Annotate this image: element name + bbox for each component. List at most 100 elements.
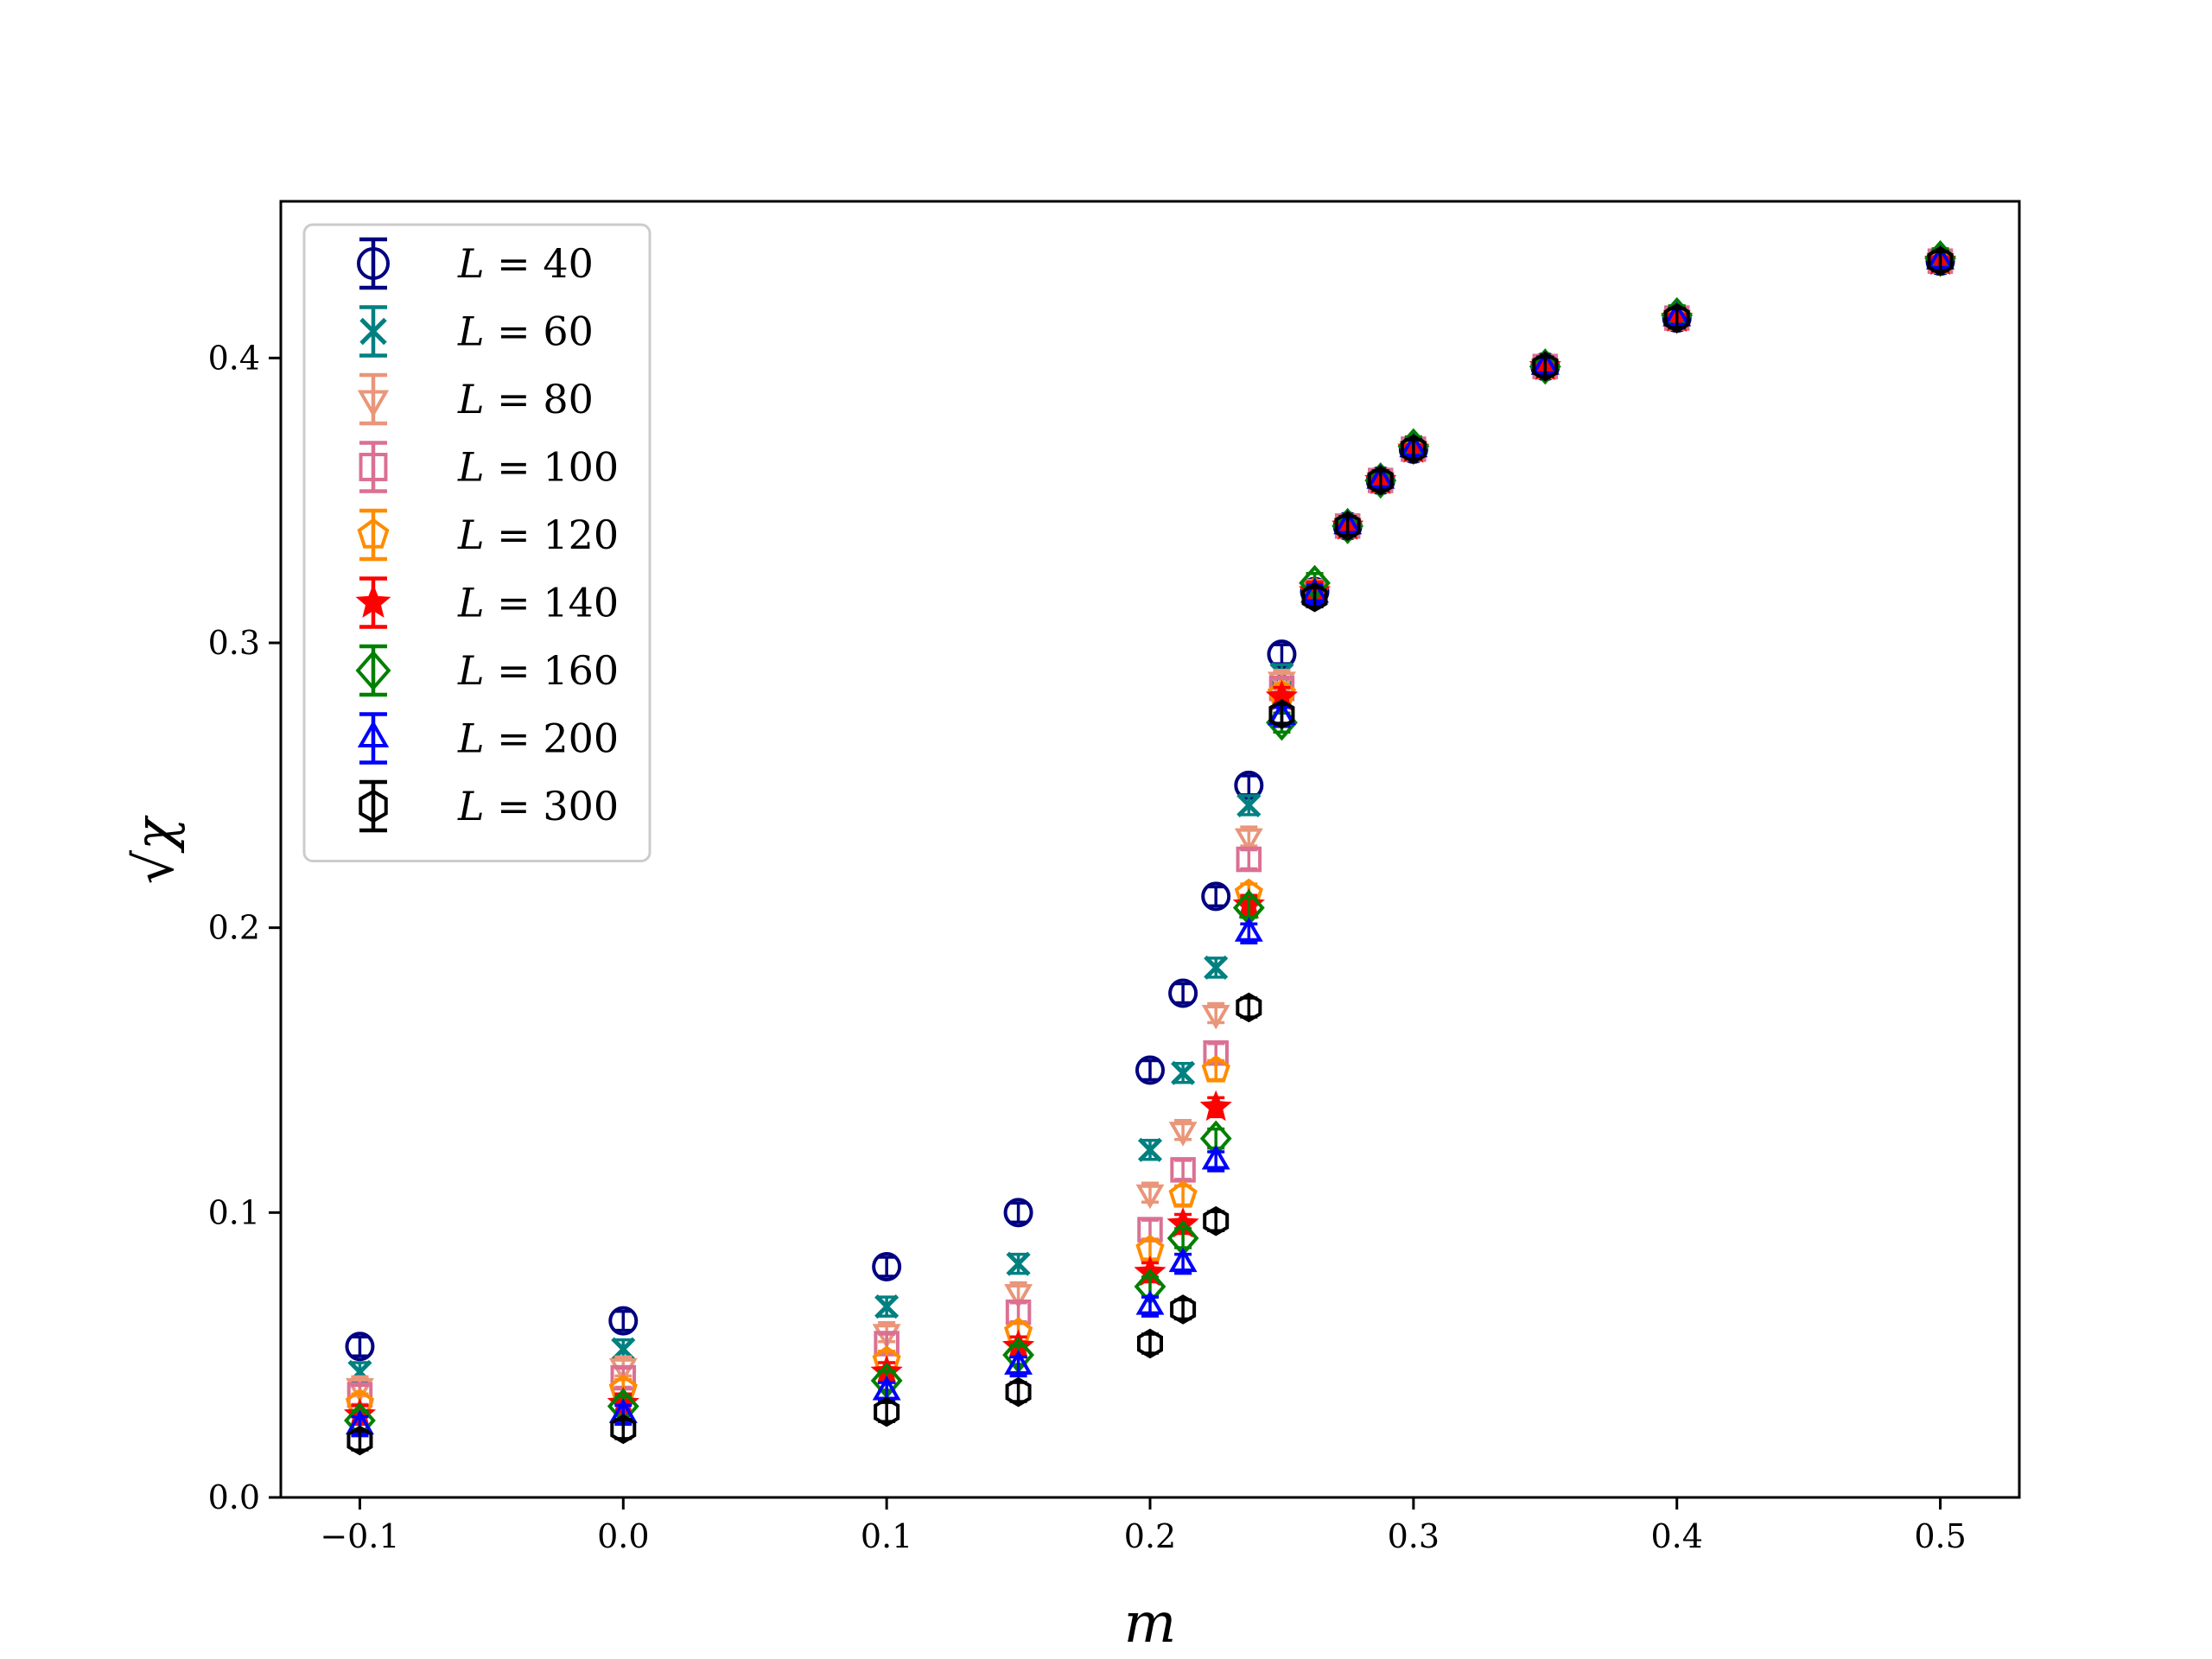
data-point: [1137, 1328, 1163, 1359]
legend-label: L = 200: [457, 715, 619, 762]
legend-label: L = 80: [457, 376, 594, 423]
legend-marker: [357, 247, 390, 280]
data-point: [1268, 699, 1295, 729]
x-axis-label: m: [1124, 1592, 1177, 1656]
legend-marker: [359, 453, 388, 481]
data-point: [610, 1414, 637, 1445]
data-point: [1168, 1247, 1198, 1273]
data-point: [1170, 1294, 1197, 1325]
legend-marker: [355, 584, 391, 618]
legend-marker: [357, 518, 390, 549]
marks-layer: [343, 239, 1957, 1456]
error-bar: [878, 1255, 896, 1278]
data-point: [1236, 846, 1262, 873]
legend: L = 40 L = 60 L = 80 L = 100 L = 120 L = 140 L…: [302, 223, 652, 862]
x-tick-label: −0.1: [320, 1517, 399, 1555]
data-point: [1168, 978, 1198, 1008]
data-point: [1927, 245, 1954, 276]
data-point: [1201, 881, 1231, 912]
series-300: [346, 245, 1954, 1456]
data-point: [1367, 465, 1394, 496]
error-bar: [614, 1309, 632, 1332]
legend-label: L = 160: [457, 647, 619, 694]
data-point: [1236, 792, 1262, 817]
data-point: [346, 1425, 373, 1456]
data-point: [608, 1306, 639, 1336]
data-point: [1529, 348, 1561, 385]
legend-item: L = 140: [355, 576, 619, 629]
legend-label: L = 40: [457, 240, 594, 287]
data-point: [1201, 1005, 1230, 1030]
data-point: [1663, 302, 1690, 334]
legend-item: L = 40: [357, 237, 594, 290]
legend-item: L = 80: [357, 372, 594, 426]
legend-item: L = 200: [357, 712, 619, 765]
data-point: [1234, 917, 1263, 942]
legend-box: [302, 223, 652, 862]
legend-marker: [359, 789, 388, 823]
y-tick-label: 0.1: [208, 1193, 260, 1231]
legend-label: L = 60: [457, 308, 594, 355]
data-point: [1005, 1376, 1032, 1408]
x-tick-label: 0.2: [1124, 1517, 1176, 1555]
x-tick-label: 0.3: [1388, 1517, 1440, 1555]
y-tick-label: 0.3: [208, 624, 260, 662]
data-point: [1201, 1144, 1230, 1170]
data-point: [1135, 1184, 1165, 1210]
data-point: [1203, 1205, 1230, 1236]
legend-label: L = 120: [457, 512, 619, 558]
y-tick-label: 0.4: [208, 339, 260, 377]
data-point: [1004, 1350, 1033, 1375]
legend-item: L = 100: [359, 441, 619, 493]
data-point: [1199, 1090, 1232, 1122]
data-point: [345, 1377, 374, 1403]
data-point: [1204, 955, 1229, 980]
data-point: [1332, 507, 1364, 544]
y-tick-label: 0.0: [208, 1478, 260, 1516]
error-bar: [1174, 982, 1192, 1005]
plot-frame: [279, 200, 2021, 1499]
data-point: [1168, 1180, 1198, 1208]
x-tick-label: 0.5: [1914, 1517, 1966, 1555]
legend-item: L = 60: [359, 305, 594, 358]
x-tick-label: 0.0: [597, 1517, 649, 1555]
legend-marker: [355, 650, 391, 691]
legend-label: L = 100: [457, 444, 619, 491]
error-bar: [1009, 1201, 1027, 1224]
data-point: [1400, 434, 1427, 465]
error-bar: [1207, 885, 1225, 908]
x-tick-label: 0.1: [861, 1517, 912, 1555]
data-point: [1006, 1251, 1031, 1276]
data-point: [1135, 1055, 1165, 1085]
data-point: [1135, 1290, 1165, 1315]
legend-item: L = 300: [359, 779, 619, 833]
legend-marker: [359, 317, 387, 346]
ticks-layer: −0.1 0.0 0.1 0.2 0.3 0.4 0.5 0.0 0.1 0.2 0.3 0.4: [208, 339, 1967, 1555]
error-bar: [351, 1335, 369, 1358]
legend-marker: [357, 720, 390, 747]
data-point: [874, 1396, 900, 1427]
data-point: [1334, 511, 1361, 542]
data-point: [1201, 1055, 1230, 1083]
data-point: [1003, 1198, 1033, 1228]
error-bar: [1141, 1058, 1159, 1082]
data-point: [1137, 1137, 1163, 1162]
data-point: [1234, 828, 1263, 854]
y-axis-label: √χ: [123, 815, 186, 885]
legend-marker: [357, 390, 390, 418]
legend-error-bar: [359, 441, 387, 493]
legend-item: L = 120: [357, 508, 619, 562]
data-point: [1301, 582, 1328, 613]
data-point: [1004, 1284, 1033, 1309]
data-point: [874, 1294, 899, 1319]
data-point: [1171, 1060, 1196, 1085]
data-point: [1236, 992, 1262, 1023]
y-tick-label: 0.2: [208, 909, 260, 947]
data-point: [345, 1332, 375, 1362]
x-tick-label: 0.4: [1650, 1517, 1702, 1555]
data-point: [1168, 1122, 1198, 1147]
legend-label: L = 140: [457, 580, 619, 626]
data-point: [1364, 462, 1397, 499]
data-point: [872, 1251, 902, 1281]
